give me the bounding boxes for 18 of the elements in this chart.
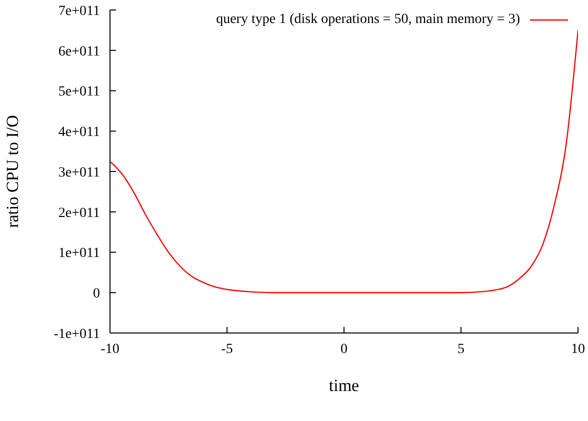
- y-tick-label: 6e+011: [58, 44, 100, 60]
- legend-label: query type 1 (disk operations = 50, main memory = 3): [216, 12, 520, 28]
- x-tick-label: 5: [458, 342, 464, 357]
- y-tick-label: 0: [93, 286, 100, 302]
- y-tick-label: 7e+011: [58, 4, 100, 19]
- x-tick-label: 0: [340, 342, 348, 357]
- y-tick-label: 2e+011: [58, 206, 100, 221]
- y-tick-label: 4e+011: [58, 125, 100, 140]
- y-tick-label: -1e+011: [54, 326, 100, 342]
- x-tick-label: 10: [571, 342, 585, 357]
- x-tick-label: -5: [221, 342, 233, 357]
- y-axis-title: ratio CPU to I/O: [3, 115, 22, 228]
- x-axis-title: time: [328, 376, 360, 395]
- y-tick-label: 3e+011: [58, 165, 100, 180]
- line-series: [110, 30, 578, 294]
- x-tick-label: -10: [100, 342, 120, 357]
- y-tick-label: 1e+011: [58, 246, 100, 262]
- y-tick-label: 5e+011: [58, 84, 100, 100]
